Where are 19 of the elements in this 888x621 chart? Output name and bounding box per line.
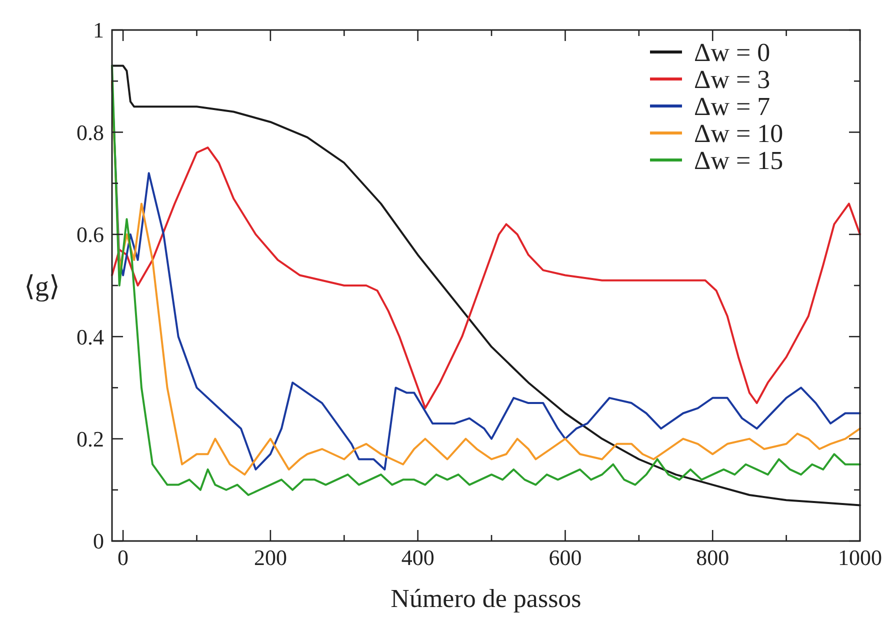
legend-label: Δw = 7 bbox=[694, 92, 770, 122]
x-tick-label: 400 bbox=[401, 545, 434, 570]
x-tick-label: 600 bbox=[548, 545, 582, 570]
x-axis-title: Número de passos bbox=[390, 584, 582, 613]
y-tick-label: 0.2 bbox=[76, 426, 104, 452]
x-tick-label: 0 bbox=[118, 545, 129, 570]
x-tick-label: 1000 bbox=[838, 545, 882, 570]
y-tick-label: 0 bbox=[93, 528, 104, 554]
y-tick-label: 0.4 bbox=[76, 324, 104, 350]
y-tick-label: 1 bbox=[93, 18, 104, 43]
x-tick-label: 800 bbox=[696, 545, 730, 570]
y-tick-label: 0.8 bbox=[76, 120, 104, 145]
legend-label: Δw = 10 bbox=[694, 119, 784, 148]
legend-label: Δw = 15 bbox=[694, 146, 784, 176]
legend-label: Δw = 0 bbox=[694, 38, 770, 68]
y-tick-label: 0.6 bbox=[76, 222, 104, 248]
y-axis-title: ⟨g⟩ bbox=[24, 271, 60, 302]
legend-label: Δw = 3 bbox=[694, 65, 770, 94]
x-tick-label: 200 bbox=[254, 545, 287, 570]
